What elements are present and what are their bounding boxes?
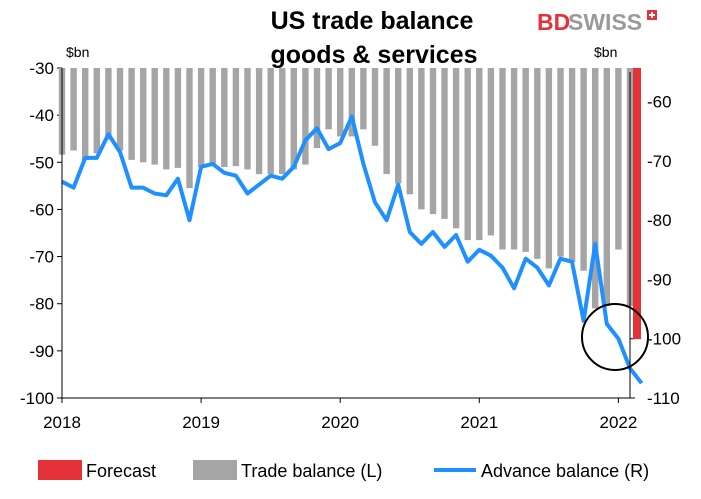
swiss-cross-icon (647, 10, 657, 20)
trade-balance-bar (244, 68, 251, 170)
bdswiss-logo: BD SWISS (537, 9, 657, 35)
highlight-circle (581, 303, 649, 371)
trade-balance-bar (163, 68, 170, 170)
advance-balance-line (61, 114, 644, 385)
trade-balance-bar (140, 68, 147, 163)
legend-label-advance-balance: Advance balance (R) (481, 461, 649, 481)
trade-balance-bar (395, 68, 402, 184)
trade-balance-bar (302, 68, 309, 165)
trade-balance-bar (592, 68, 599, 309)
trade-balance-bar (255, 68, 263, 175)
trade-balance-bar (615, 68, 622, 250)
trade-balance-bar (174, 68, 182, 168)
forecast-bars (633, 68, 641, 340)
legend-swatch-trade-balance (193, 460, 237, 480)
left-axis-ticks: -30 -40 -50 -60 -70 -80 -90 -100 (20, 59, 62, 408)
left-tick-label: -30 (29, 59, 54, 78)
trade-balance-bar (337, 68, 344, 137)
x-tick-label: 2018 (43, 413, 81, 432)
trade-balance-bar (557, 68, 564, 257)
trade-balance-bar (580, 68, 587, 271)
x-tick-label: 2021 (460, 413, 498, 432)
trade-balance-bar (128, 68, 135, 160)
right-tick-label: -60 (647, 93, 672, 112)
trade-balance-bar (510, 68, 518, 250)
trade-balance-bar (464, 68, 471, 241)
trade-balance-bar (186, 68, 193, 189)
legend-label-forecast: Forecast (86, 461, 156, 481)
forecast-bar (633, 68, 641, 340)
trade-balance-bar (267, 68, 274, 175)
chart-title-line-1: US trade balance (271, 7, 474, 35)
trade-balance-bar (313, 68, 321, 149)
logo-swiss-text: SWISS (568, 9, 642, 35)
trade-balance-bar (325, 68, 332, 130)
trade-balance-bar (360, 68, 367, 130)
left-tick-label: -40 (29, 106, 54, 125)
trade-balance-bar (279, 68, 286, 175)
trade-balance-bar (151, 68, 158, 165)
trade-balance-bar (441, 68, 448, 219)
right-tick-label: -70 (647, 152, 672, 171)
left-tick-label: -100 (20, 389, 54, 408)
trade-balance-bar (534, 68, 541, 259)
legend-swatch-forecast (38, 460, 82, 480)
chart-title-line-2: goods & services (270, 41, 477, 69)
trade-balance-bar (116, 68, 124, 151)
trade-balance-bar (221, 68, 228, 167)
left-tick-label: -80 (29, 295, 54, 314)
left-tick-label: -90 (29, 342, 54, 361)
trade-balance-bar (522, 68, 529, 252)
left-tick-label: -70 (29, 248, 54, 267)
trade-balance-bar (348, 68, 355, 137)
left-tick-label: -50 (29, 153, 54, 172)
left-tick-label: -60 (29, 200, 54, 219)
right-tick-label: -110 (647, 389, 680, 408)
trade-balance-bar (197, 68, 205, 167)
trade-balance-bar (452, 68, 460, 229)
trade-balance-bar (406, 68, 413, 195)
right-tick-label: -90 (647, 270, 672, 289)
trade-balance-bar (487, 68, 495, 236)
left-axis-unit: $bn (66, 44, 89, 60)
trade-balance-bar (603, 68, 610, 307)
right-axis-unit: $bn (594, 44, 617, 60)
trade-balance-bar (290, 68, 297, 170)
x-axis-ticks: 2018 2019 2020 2021 2022 (43, 398, 637, 432)
logo-bd-text: BD (537, 9, 570, 35)
advance-balance-line-group (61, 114, 644, 385)
x-tick-label: 2020 (321, 413, 359, 432)
x-tick-label: 2019 (182, 413, 220, 432)
legend-label-trade-balance: Trade balance (L) (241, 461, 382, 481)
trade-balance-bar (568, 68, 576, 263)
trade-balance-bar (545, 68, 553, 269)
right-tick-label: -80 (647, 211, 672, 230)
trade-balance-bar (105, 68, 112, 140)
trade-balance-bar (82, 68, 89, 160)
x-tick-label: 2022 (599, 413, 637, 432)
trade-balance-bar (429, 68, 437, 215)
trade-balance-bar (371, 68, 379, 146)
trade-balance-bar (476, 68, 483, 241)
trade-balance-bar (70, 68, 77, 151)
right-axis-ticks: -60 -70 -80 -90 -100 -110 (630, 93, 681, 408)
legend: Forecast Trade balance (L) Advance balan… (38, 460, 649, 481)
trade-balance-bar (383, 68, 390, 175)
trade-balance-bar (209, 68, 216, 164)
trade-balance-bar (93, 68, 100, 154)
trade-balance-bar (418, 68, 425, 210)
trade-balance-bar (499, 68, 506, 250)
right-tick-label: -100 (647, 330, 681, 349)
axes (61, 68, 631, 399)
trade-balance-bar (232, 68, 240, 167)
